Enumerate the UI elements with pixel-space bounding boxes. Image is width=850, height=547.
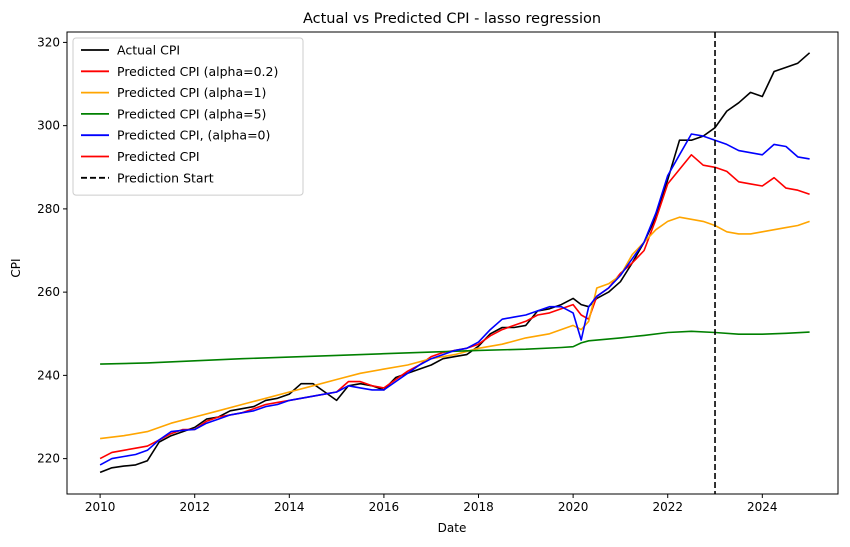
- y-axis-label: CPI: [9, 258, 23, 277]
- y-tick-label-4: 300: [37, 119, 60, 133]
- x-tick-label-5: 2020: [558, 500, 589, 514]
- chart-title: Actual vs Predicted CPI - lasso regressi…: [303, 11, 601, 27]
- x-tick-label-4: 2018: [463, 500, 494, 514]
- x-tick-label-2: 2014: [274, 500, 305, 514]
- y-tick-label-2: 260: [37, 285, 60, 299]
- x-tick-label-1: 2012: [179, 500, 210, 514]
- y-tick-label-1: 240: [37, 368, 60, 382]
- series-line-1: [99, 154, 810, 460]
- legend-label-3: Predicted CPI (alpha=5): [117, 106, 266, 121]
- x-tick-label-0: 2010: [85, 500, 116, 514]
- legend-label-1: Predicted CPI (alpha=0.2): [117, 64, 278, 79]
- axes-frame: [66, 31, 839, 495]
- y-tick-label-3: 280: [37, 202, 60, 216]
- legend: Actual CPI Predicted CPI (alpha=0.2) Predi…: [72, 37, 304, 196]
- legend-label-5: Predicted CPI: [117, 149, 200, 164]
- series-line-4: [99, 133, 810, 466]
- y-tick-label-0: 220: [37, 452, 60, 466]
- legend-label-6: Prediction Start: [117, 170, 214, 185]
- x-tick-label-3: 2016: [369, 500, 400, 514]
- legend-label-0: Actual CPI: [117, 43, 180, 58]
- legend-label-2: Predicted CPI (alpha=1): [117, 85, 266, 100]
- legend-box: [72, 37, 304, 196]
- x-axis-label: Date: [438, 521, 467, 535]
- series-line-3: [100, 330, 810, 365]
- x-tick-label-7: 2024: [747, 500, 778, 514]
- series-line-2: [100, 216, 810, 440]
- x-tick-label-6: 2022: [652, 500, 683, 514]
- y-tick-label-5: 320: [37, 35, 60, 49]
- plot-area: 2010 2012 2014 2016 2018 2020 2022 2024 220 240 26…: [37, 31, 839, 514]
- legend-label-4: Predicted CPI, (alpha=0): [117, 128, 270, 143]
